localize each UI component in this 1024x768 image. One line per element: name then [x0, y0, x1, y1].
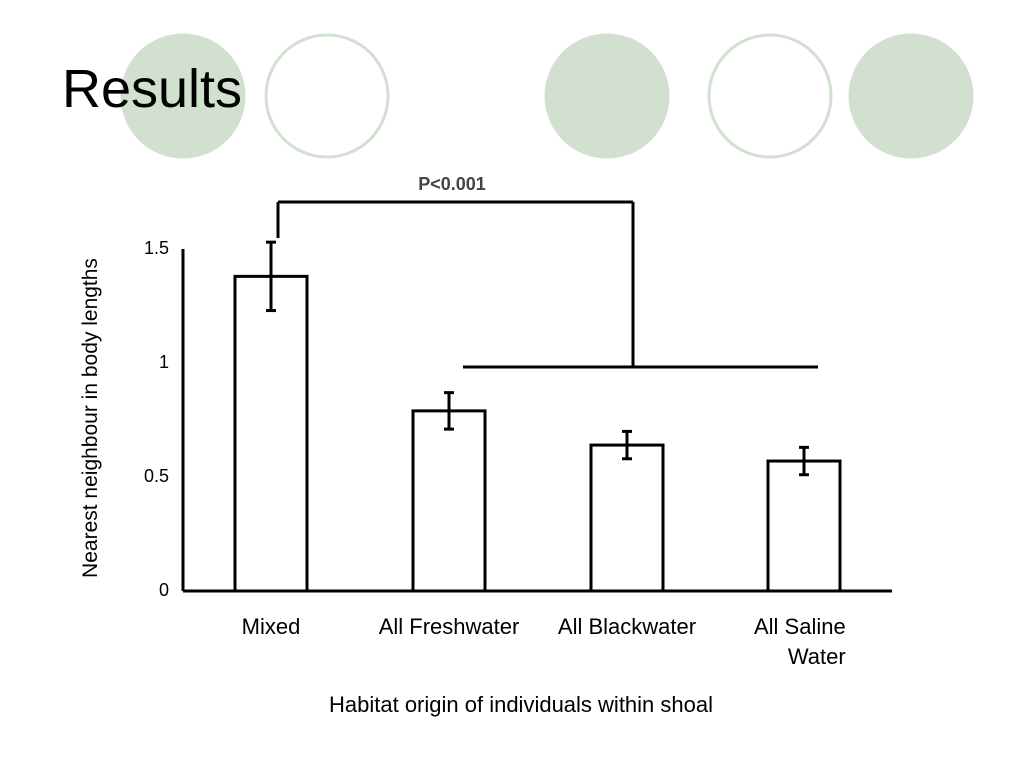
y-tick-label: 1 [158, 352, 169, 372]
significance-label: P<0.001 [418, 174, 486, 194]
bar [411, 409, 487, 593]
x-tick-label: All Saline Water [754, 614, 846, 669]
decorative-circle-filled [848, 33, 974, 159]
y-tick-label: 1.5 [143, 238, 169, 258]
x-tick-label: All Blackwater [557, 614, 697, 639]
decorative-circle-outline [264, 33, 390, 159]
bar [766, 459, 842, 593]
x-tick-label: All Freshwater [378, 614, 520, 639]
decorative-circle-filled [544, 33, 670, 159]
y-tick-label: 0.5 [143, 466, 169, 486]
bar [589, 443, 665, 593]
slide-title: Results [62, 59, 243, 119]
decorative-circle-outline [707, 33, 833, 159]
x-axis-label: Habitat origin of individuals within sho… [329, 692, 713, 717]
bar [233, 274, 309, 593]
decorative-circle-filled [120, 33, 246, 159]
y-tick-label: 0 [158, 580, 169, 600]
x-tick-label: Mixed [241, 614, 301, 639]
